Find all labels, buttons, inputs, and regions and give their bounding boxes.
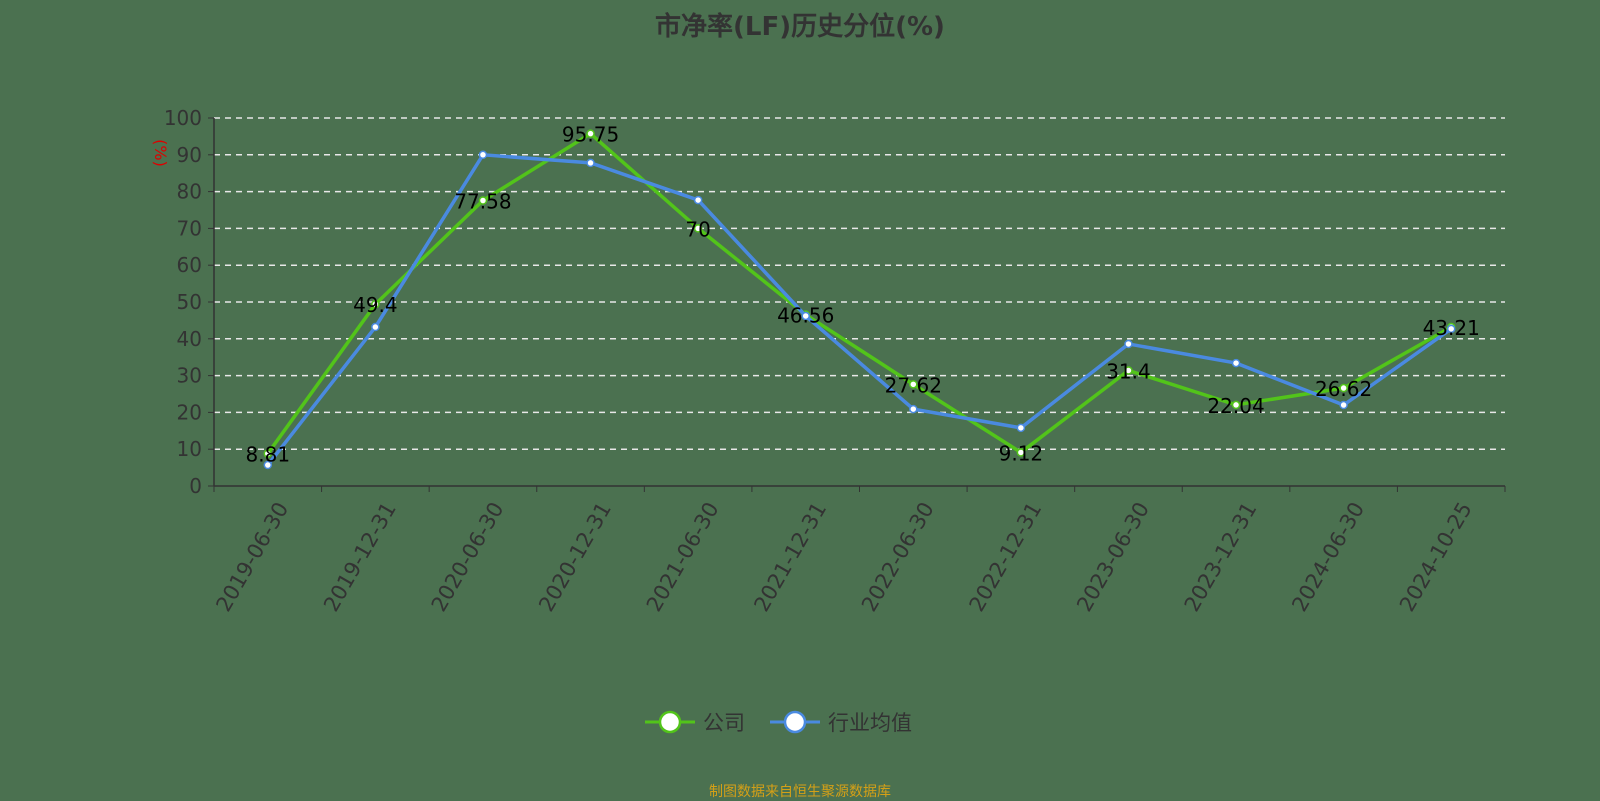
data-point [1124, 339, 1133, 349]
x-tick-label: 2019-06-30 [211, 498, 293, 616]
x-tick-label: 2024-06-30 [1287, 498, 1369, 616]
series-line-0 [266, 131, 1453, 455]
y-tick-label: 90 [177, 143, 202, 167]
data-label: 26.62 [1315, 377, 1372, 401]
data-point [478, 196, 488, 205]
x-tick-label: 2019-12-31 [319, 498, 401, 616]
y-tick-label: 40 [177, 327, 202, 351]
y-axis-label: (%) [151, 139, 170, 167]
data-point [586, 158, 595, 168]
chart-title: 市净率(LF)历史分位(%) [655, 12, 945, 42]
legend-label: 公司 [703, 711, 745, 735]
data-point [1231, 400, 1241, 410]
y-tick-label: 10 [177, 437, 202, 461]
data-point [1231, 358, 1241, 368]
data-point [371, 322, 380, 332]
x-tick-label: 2020-12-31 [534, 498, 616, 616]
data-point [1016, 423, 1026, 433]
data-point [1124, 366, 1133, 375]
data-label: 46.56 [777, 304, 834, 328]
y-tick-label: 60 [177, 253, 202, 277]
data-point [909, 380, 918, 389]
data-label: 70 [685, 217, 710, 241]
data-point [478, 150, 488, 160]
x-tick-label: 2023-06-30 [1072, 498, 1154, 616]
data-label: 31.4 [1106, 359, 1151, 383]
legend-label: 行业均值 [828, 711, 912, 735]
data-point [263, 460, 273, 470]
y-tick-label: 80 [177, 180, 202, 204]
x-tick-label: 2021-06-30 [642, 498, 724, 616]
data-label: 77.58 [454, 190, 511, 214]
data-source-footer: 制图数据来自恒生聚源数据库 [709, 784, 891, 800]
data-point [371, 299, 380, 309]
data-label: 43.21 [1423, 316, 1480, 340]
data-point [693, 224, 703, 233]
data-label: 95.75 [562, 123, 619, 147]
series-line-1 [266, 152, 1453, 467]
x-tick-label: 2020-06-30 [427, 498, 509, 616]
x-tick-label: 2022-12-31 [965, 498, 1047, 616]
data-label: 9.12 [999, 441, 1044, 465]
data-point [1339, 400, 1348, 410]
y-tick-label: 30 [177, 364, 202, 388]
x-tick-label: 2022-06-30 [857, 498, 939, 616]
x-tick-label: 2023-12-31 [1180, 498, 1262, 616]
data-label: 49.4 [353, 293, 398, 317]
data-point [909, 404, 918, 414]
x-tick-label: 2024-10-25 [1395, 498, 1477, 616]
data-point [586, 129, 595, 138]
legend-marker [783, 710, 807, 734]
data-point [1339, 383, 1348, 393]
y-tick-label: 50 [177, 290, 202, 314]
y-tick-label: 100 [164, 106, 202, 130]
data-point [263, 449, 273, 458]
y-tick-label: 0 [189, 474, 202, 498]
data-label: 8.81 [246, 443, 291, 467]
x-tick-label: 2021-12-31 [749, 498, 831, 616]
data-point [801, 311, 810, 321]
data-point [1016, 448, 1026, 457]
data-point [1446, 324, 1456, 334]
y-tick-label: 20 [177, 400, 202, 424]
legend-marker [658, 710, 682, 734]
y-tick-label: 70 [177, 216, 202, 240]
data-label: 27.62 [885, 373, 942, 397]
data-label: 22.04 [1207, 394, 1264, 418]
data-point [693, 195, 703, 205]
